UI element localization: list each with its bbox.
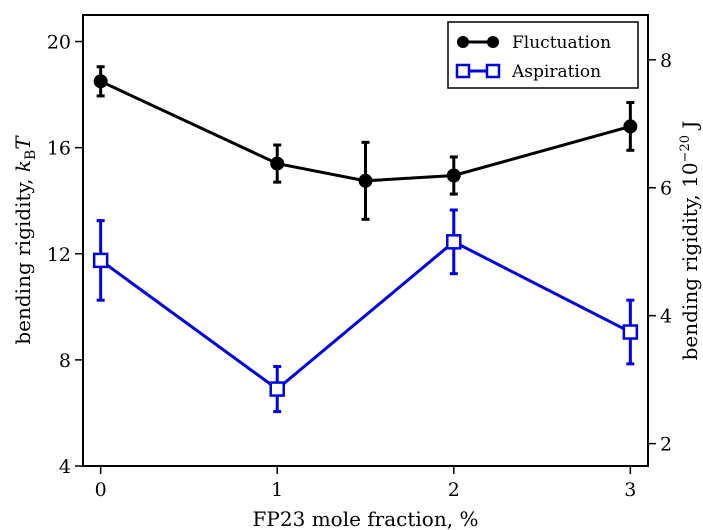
plot-frame xyxy=(82,14,649,467)
legend-aspiration-label: Aspiration xyxy=(511,62,601,82)
x-tick-label: 3 xyxy=(624,479,636,501)
fluctuation-point xyxy=(93,74,108,89)
aspiration-point xyxy=(269,381,285,397)
y-right-tick-label: 2 xyxy=(660,434,672,456)
y-left-tick-label: 16 xyxy=(47,138,71,160)
fluctuation-point xyxy=(446,168,461,183)
y-left-tick-label: 12 xyxy=(47,244,71,266)
aspiration-point xyxy=(92,252,109,269)
aspiration-point xyxy=(622,324,639,340)
legend-fluctuation-marker xyxy=(457,36,469,48)
legend-box xyxy=(447,21,639,89)
y-left-label-unit-symbol: k xyxy=(11,160,35,172)
y-left-label-unit-subscript: B xyxy=(23,150,39,160)
y-left-tick-label: 8 xyxy=(59,350,71,372)
fluctuation-point xyxy=(270,156,285,171)
y-left-label-unit-tail: T xyxy=(11,135,35,150)
aspiration-series-line xyxy=(99,240,632,391)
legend-aspiration-marker xyxy=(485,63,501,79)
y-right-tick-label: 6 xyxy=(660,178,672,200)
x-tick-label: 1 xyxy=(271,479,283,501)
fluctuation-point xyxy=(623,119,638,134)
x-axis-label: FP23 mole fraction, % xyxy=(253,507,479,530)
fluctuation-point xyxy=(358,173,373,188)
legend-fluctuation-marker xyxy=(487,36,499,48)
y-right-label-exponent: −20 xyxy=(678,135,693,162)
x-tick-label: 2 xyxy=(448,479,460,501)
y-left-tick-label: 4 xyxy=(59,456,71,478)
x-tick-label: 0 xyxy=(95,479,107,501)
legend-aspiration-marker xyxy=(455,63,471,79)
y-right-axis-label: bending rigidity, 10−20 J xyxy=(678,121,702,361)
y-right-label-unit: J xyxy=(678,121,702,135)
y-right-label-text: bending rigidity, 10 xyxy=(678,162,702,360)
y-right-tick-label: 8 xyxy=(660,50,672,72)
y-left-label-text: bending rigidity, xyxy=(11,172,35,345)
y-left-tick-label: 20 xyxy=(47,32,71,54)
y-left-axis-label: bending rigidity, kBT xyxy=(11,135,39,345)
y-right-tick-label: 4 xyxy=(660,306,672,328)
legend-fluctuation-label: Fluctuation xyxy=(512,33,611,53)
aspiration-point xyxy=(446,234,462,250)
